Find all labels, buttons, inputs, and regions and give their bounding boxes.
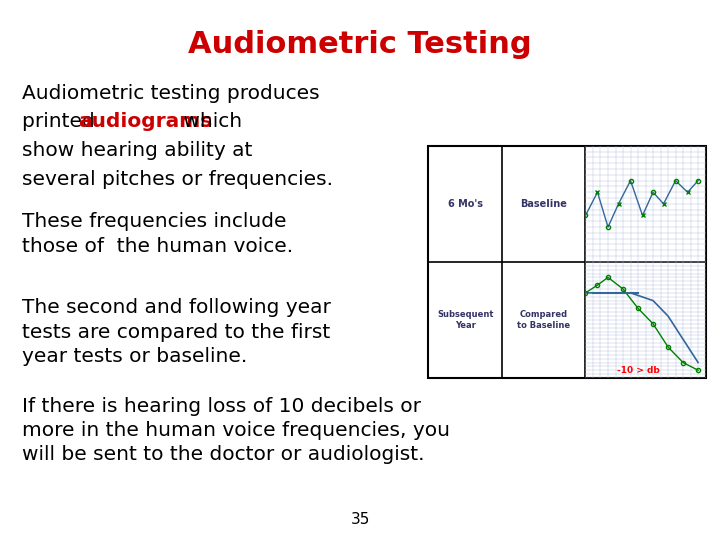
- Text: which: which: [177, 112, 242, 131]
- Text: 6 Mo's: 6 Mo's: [448, 199, 483, 209]
- Text: Audiometric Testing: Audiometric Testing: [188, 30, 532, 59]
- Text: -10 > db: -10 > db: [616, 366, 660, 375]
- Text: These frequencies include
those of  the human voice.: These frequencies include those of the h…: [22, 213, 293, 256]
- Text: Baseline: Baseline: [521, 199, 567, 209]
- Bar: [428, 146, 706, 378]
- Text: several pitches or frequencies.: several pitches or frequencies.: [22, 170, 333, 188]
- Text: Audiometric testing produces: Audiometric testing produces: [22, 84, 319, 103]
- Text: 35: 35: [351, 511, 369, 526]
- Text: Compared
to Baseline: Compared to Baseline: [518, 310, 570, 329]
- Text: show hearing ability at: show hearing ability at: [22, 141, 252, 160]
- Text: audiograms: audiograms: [78, 112, 212, 131]
- Text: Subsequent
Year: Subsequent Year: [437, 310, 494, 329]
- Text: The second and following year
tests are compared to the first
year tests or base: The second and following year tests are …: [22, 299, 330, 366]
- Text: printed: printed: [22, 112, 101, 131]
- Text: If there is hearing loss of 10 decibels or
more in the human voice frequencies, : If there is hearing loss of 10 decibels …: [22, 397, 449, 464]
